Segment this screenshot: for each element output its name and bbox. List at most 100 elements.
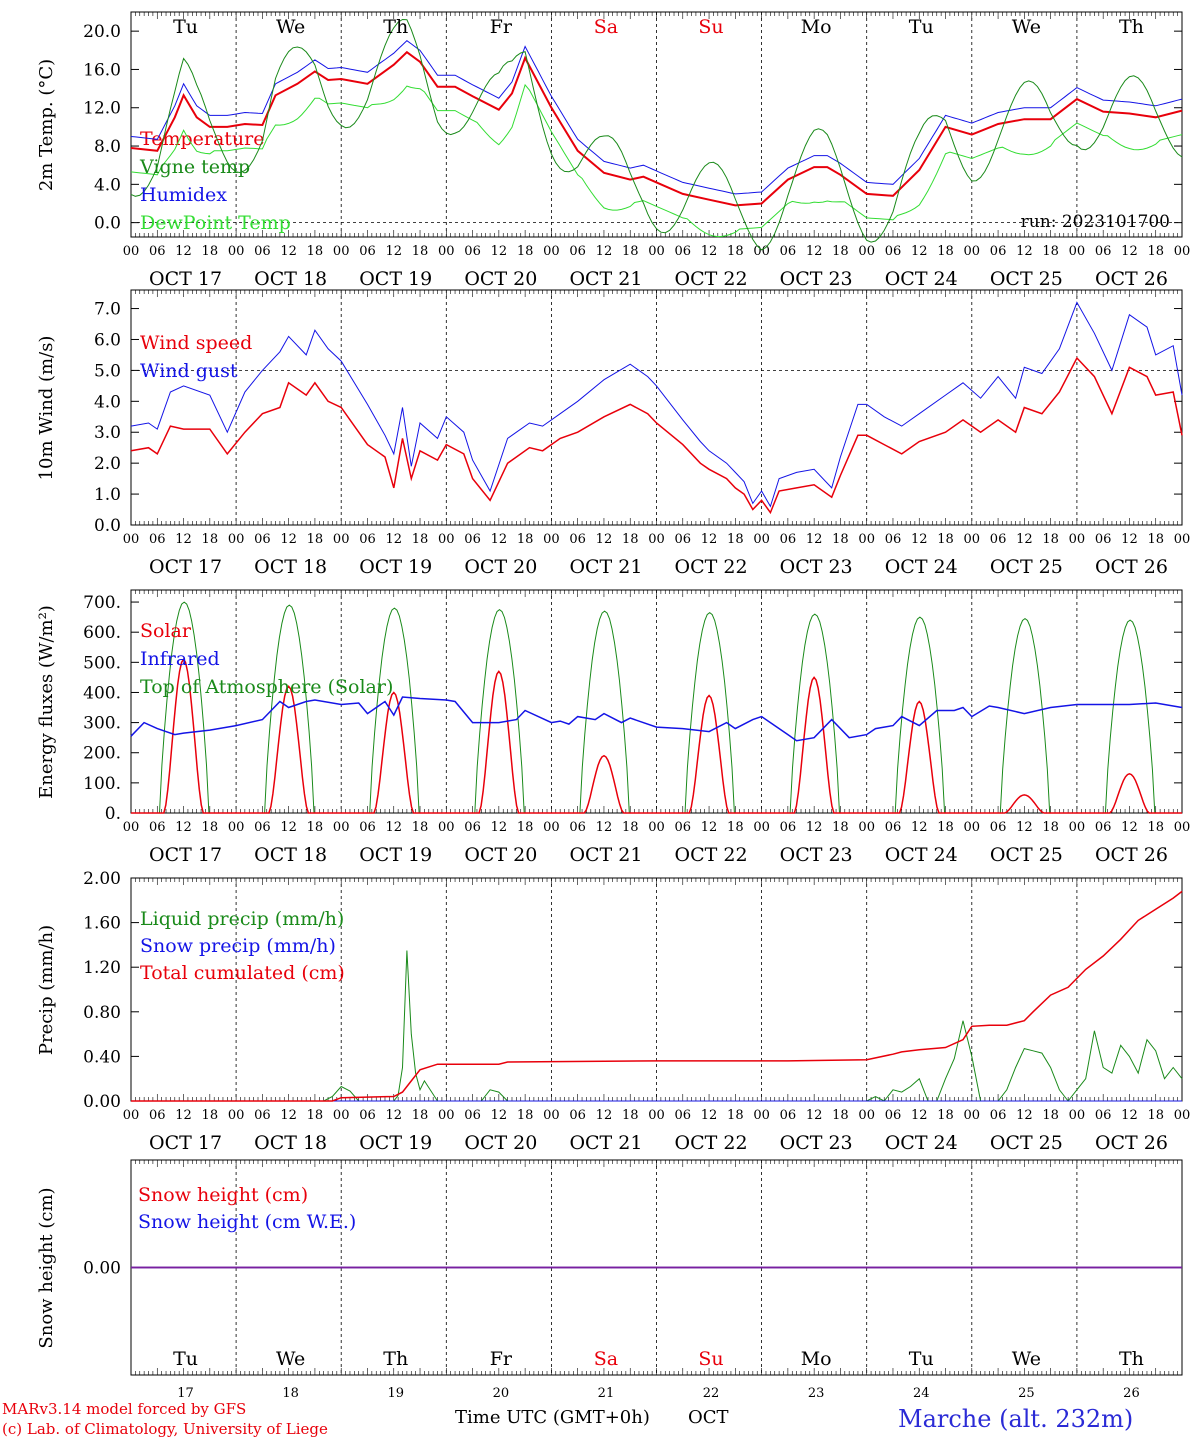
date-label: OCT 19 bbox=[359, 1132, 432, 1154]
date-label: OCT 23 bbox=[780, 1132, 853, 1154]
hour-tick-label: 12 bbox=[701, 820, 718, 835]
hour-tick-label: 06 bbox=[149, 244, 166, 259]
hour-tick-label: 06 bbox=[780, 820, 797, 835]
weekday-label: Sa bbox=[594, 16, 618, 38]
hour-tick-label: 00 bbox=[333, 244, 350, 259]
date-label: OCT 24 bbox=[885, 844, 958, 866]
hour-tick-label: 18 bbox=[1147, 820, 1164, 835]
weekday-label: Tu bbox=[173, 1348, 198, 1370]
y-tick-label: 12.0 bbox=[83, 99, 121, 119]
hour-tick-label: 12 bbox=[280, 820, 297, 835]
hour-tick-label: 12 bbox=[491, 1108, 508, 1123]
hour-tick-label: 00 bbox=[648, 1108, 665, 1123]
weekday-label: Su bbox=[698, 1348, 723, 1370]
y-axis-label: Snow height (cm) bbox=[36, 1187, 57, 1348]
date-label: OCT 21 bbox=[569, 268, 642, 290]
y-axis-label: Precip (mm/h) bbox=[36, 925, 57, 1055]
date-label: OCT 20 bbox=[464, 1132, 537, 1154]
hour-tick-label: 00 bbox=[1069, 1108, 1086, 1123]
hour-tick-label: 18 bbox=[1042, 532, 1059, 547]
hour-tick-label: 06 bbox=[569, 244, 586, 259]
day-number-label: 19 bbox=[387, 1386, 404, 1401]
hour-tick-label: 18 bbox=[727, 244, 744, 259]
date-label: OCT 25 bbox=[990, 1132, 1063, 1154]
day-number-label: 25 bbox=[1018, 1386, 1035, 1401]
hour-tick-label: 00 bbox=[438, 244, 455, 259]
legend-entry: Snow precip (mm/h) bbox=[140, 935, 336, 957]
weekday-label: Th bbox=[383, 16, 408, 38]
hour-tick-label: 00 bbox=[123, 820, 140, 835]
hour-tick-label: 18 bbox=[727, 820, 744, 835]
day-number-label: 18 bbox=[282, 1386, 299, 1401]
hour-tick-label: 18 bbox=[832, 820, 849, 835]
y-tick-label: 1.60 bbox=[83, 914, 121, 934]
hour-tick-label: 06 bbox=[1095, 532, 1112, 547]
date-label: OCT 24 bbox=[885, 268, 958, 290]
hour-tick-label: 00 bbox=[228, 820, 245, 835]
hour-tick-label: 18 bbox=[1042, 820, 1059, 835]
hour-tick-label: 18 bbox=[412, 1108, 429, 1123]
hour-tick-label: 06 bbox=[990, 1108, 1007, 1123]
series-line-dewpoint bbox=[130, 83, 1183, 238]
hour-tick-label: 12 bbox=[806, 532, 823, 547]
hour-tick-label: 12 bbox=[385, 820, 402, 835]
hour-tick-label: 00 bbox=[543, 244, 560, 259]
legend-entry: Wind speed bbox=[140, 332, 252, 354]
hour-tick-label: 18 bbox=[622, 532, 639, 547]
weekday-label: We bbox=[276, 16, 305, 38]
credit-line-2: (c) Lab. of Climatology, University of L… bbox=[2, 1420, 328, 1438]
date-label: OCT 23 bbox=[780, 844, 853, 866]
hour-tick-label: 12 bbox=[175, 244, 192, 259]
hour-tick-label: 06 bbox=[780, 1108, 797, 1123]
date-label: OCT 21 bbox=[569, 1132, 642, 1154]
series-line-humidex bbox=[130, 40, 1183, 195]
hour-tick-label: 00 bbox=[753, 820, 770, 835]
y-tick-label: 6.0 bbox=[94, 330, 121, 350]
hour-tick-label: 18 bbox=[202, 820, 219, 835]
legend-entry: Snow height (cm) bbox=[138, 1184, 308, 1206]
series-line-solar bbox=[131, 657, 1182, 814]
run-label: run: 2023101700 bbox=[1021, 212, 1170, 232]
weekday-label: Th bbox=[1119, 16, 1144, 38]
hour-tick-label: 06 bbox=[149, 532, 166, 547]
hour-tick-label: 00 bbox=[964, 532, 981, 547]
hour-tick-label: 18 bbox=[517, 820, 534, 835]
hour-tick-label: 06 bbox=[569, 532, 586, 547]
hour-tick-label: 18 bbox=[937, 1108, 954, 1123]
hour-tick-label: 12 bbox=[911, 244, 928, 259]
panel-frame bbox=[130, 589, 1183, 814]
hour-tick-label: 06 bbox=[569, 820, 586, 835]
hour-tick-label: 06 bbox=[780, 532, 797, 547]
date-label: OCT 17 bbox=[149, 556, 222, 578]
legend-entry: Top of Atmosphere (Solar) bbox=[140, 676, 393, 698]
hour-tick-label: 12 bbox=[596, 1108, 613, 1123]
y-tick-label: 0.0 bbox=[94, 214, 121, 234]
hour-tick-label: 12 bbox=[385, 244, 402, 259]
hour-tick-label: 18 bbox=[202, 1108, 219, 1123]
hour-tick-label: 18 bbox=[202, 244, 219, 259]
y-tick-label: 20.0 bbox=[83, 22, 121, 42]
date-label: OCT 18 bbox=[254, 844, 327, 866]
series-line-vigne-temp bbox=[130, 18, 1183, 251]
date-label: OCT 26 bbox=[1095, 268, 1168, 290]
series-line-1 bbox=[130, 301, 1183, 508]
hour-tick-label: 12 bbox=[385, 1108, 402, 1123]
hour-tick-label: 18 bbox=[412, 820, 429, 835]
y-tick-label: 300. bbox=[83, 714, 121, 734]
hour-tick-label: 00 bbox=[858, 244, 875, 259]
hour-tick-label: 18 bbox=[517, 244, 534, 259]
date-label: OCT 23 bbox=[780, 556, 853, 578]
date-label: OCT 20 bbox=[464, 556, 537, 578]
hour-tick-label: 00 bbox=[228, 1108, 245, 1123]
hour-tick-label: 06 bbox=[254, 1108, 271, 1123]
hour-tick-label: 06 bbox=[780, 244, 797, 259]
y-tick-label: 4.0 bbox=[94, 175, 121, 195]
x-axis-month: OCT bbox=[688, 1407, 729, 1428]
hour-tick-label: 18 bbox=[622, 1108, 639, 1123]
hour-tick-label: 00 bbox=[858, 820, 875, 835]
legend-entry: Liquid precip (mm/h) bbox=[140, 908, 344, 930]
hour-tick-label: 00 bbox=[333, 532, 350, 547]
hour-tick-label: 00 bbox=[858, 532, 875, 547]
hour-tick-label: 06 bbox=[254, 820, 271, 835]
hour-tick-label: 12 bbox=[596, 820, 613, 835]
